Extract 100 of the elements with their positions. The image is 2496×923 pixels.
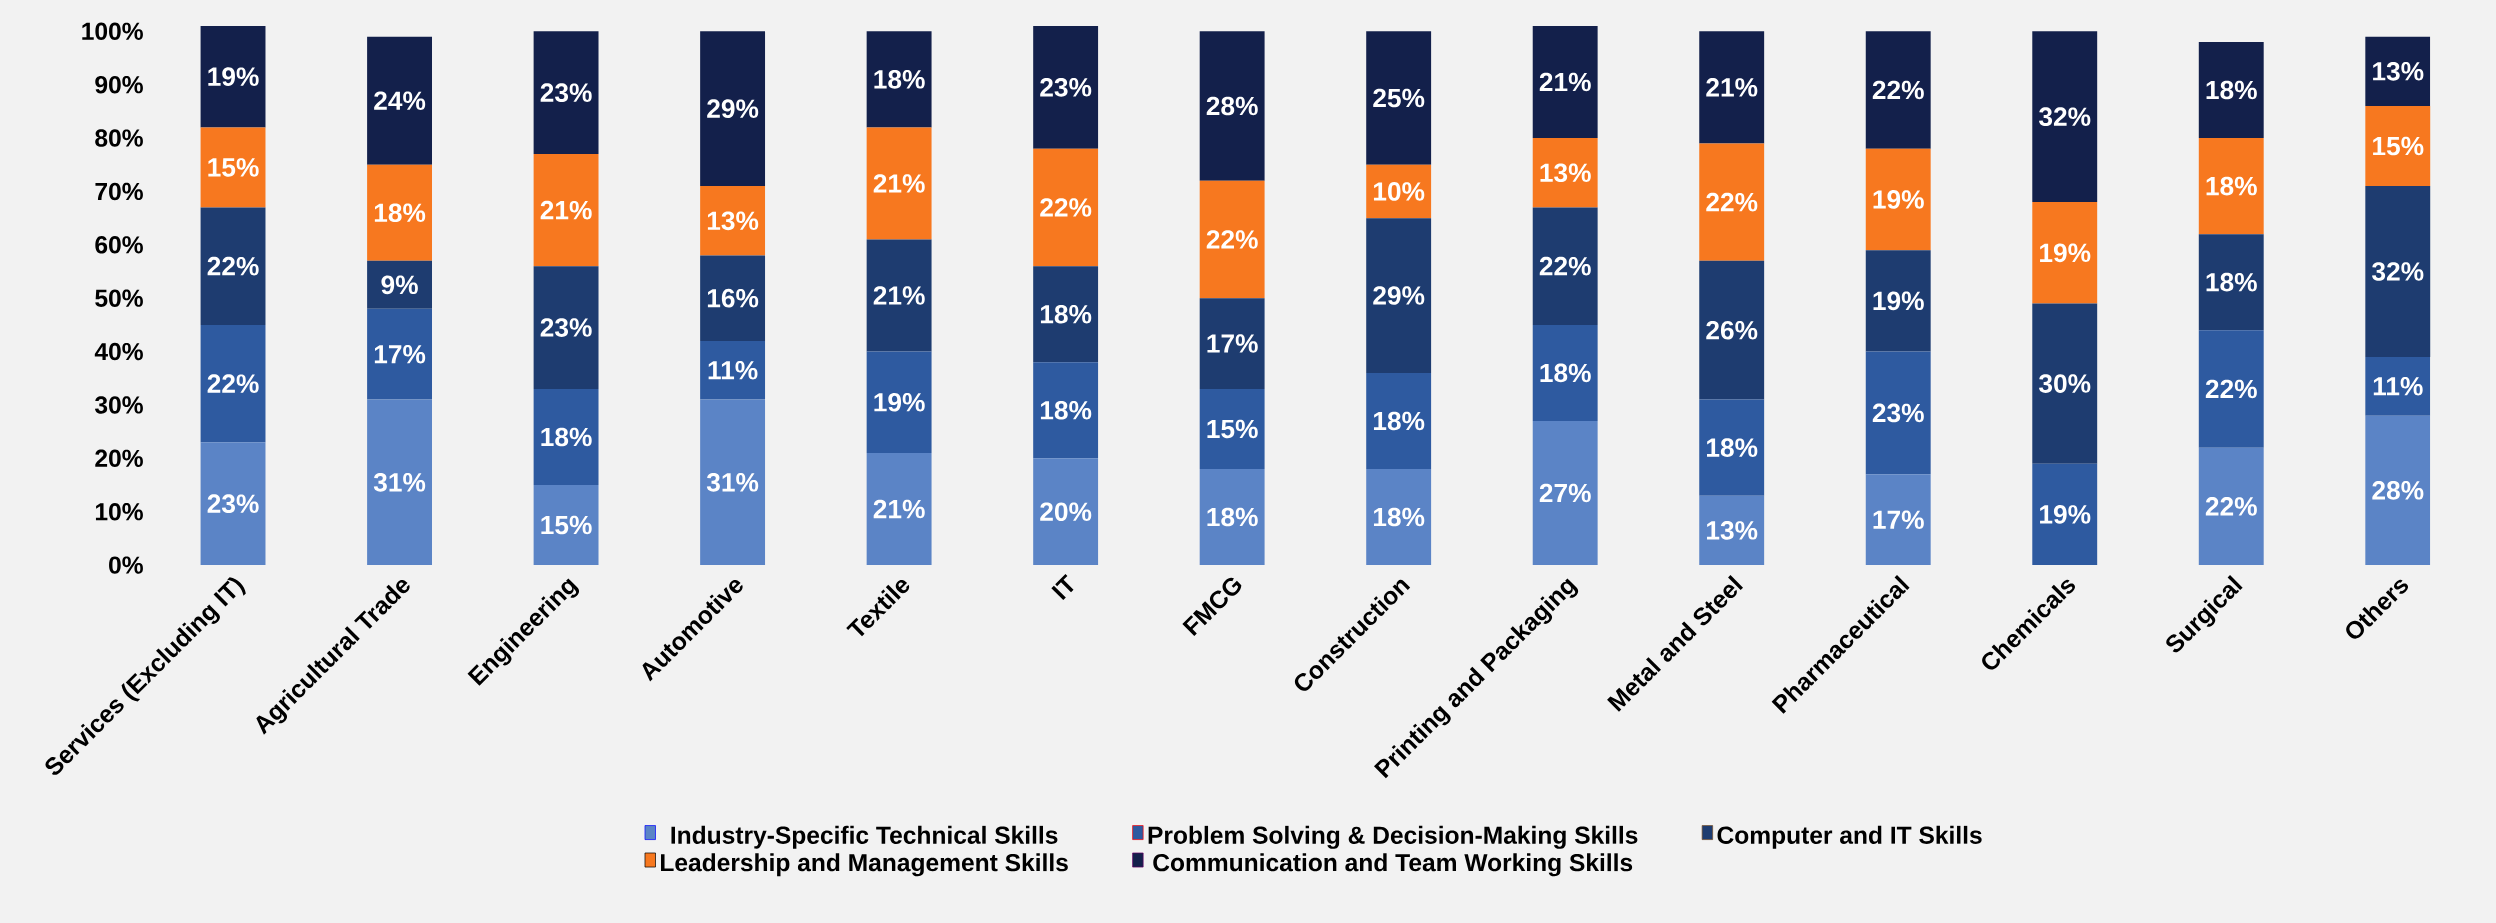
bar xyxy=(2032,463,2098,566)
data-label: 31% xyxy=(373,473,426,492)
data-label: 32% xyxy=(2372,262,2424,281)
bar xyxy=(200,442,266,566)
bar xyxy=(1199,469,1265,566)
bar xyxy=(1865,474,1931,566)
data-label: 11% xyxy=(2373,377,2423,396)
y-tick-label: 40% xyxy=(94,342,143,361)
data-label: 19% xyxy=(2040,243,2091,263)
bar xyxy=(367,36,432,165)
bar xyxy=(200,324,266,443)
data-label: 13% xyxy=(1707,521,1758,540)
bar xyxy=(2198,330,2264,448)
data-label: 15% xyxy=(1207,419,1258,439)
data-label: 22% xyxy=(2205,379,2257,399)
bar xyxy=(533,266,599,389)
data-label: 18% xyxy=(541,427,592,447)
bar xyxy=(1366,218,1432,373)
bar xyxy=(200,127,266,208)
data-label: 18% xyxy=(1707,438,1758,457)
bar xyxy=(700,186,766,256)
bar xyxy=(1865,250,1931,352)
y-tick-label: 10% xyxy=(95,503,143,521)
data-label: 20% xyxy=(1040,502,1092,522)
data-label: 32% xyxy=(2039,107,2091,127)
data-label: 19% xyxy=(1873,291,1924,311)
bar xyxy=(1033,362,1099,459)
y-tick-label: 100% xyxy=(82,22,143,40)
bar xyxy=(1865,31,1931,149)
bar xyxy=(1699,31,1765,144)
data-label: 23% xyxy=(540,318,592,337)
data-label: 21% xyxy=(873,286,925,305)
data-label: 23% xyxy=(540,83,592,103)
data-label: 21% xyxy=(873,499,925,519)
bar xyxy=(1532,138,1598,208)
legend-label: Industry-Specific Technical Skills xyxy=(671,825,1058,849)
bar xyxy=(2198,138,2264,235)
bar xyxy=(700,340,766,400)
data-label: 19% xyxy=(208,67,259,86)
bar xyxy=(1199,298,1265,389)
data-label: 15% xyxy=(2373,136,2424,156)
data-label: 18% xyxy=(1207,507,1258,527)
bar xyxy=(200,207,266,325)
data-label: 19% xyxy=(874,392,925,412)
data-label: 9% xyxy=(381,275,418,295)
bar xyxy=(1366,372,1432,470)
bar xyxy=(2365,106,2431,187)
data-label: 25% xyxy=(1373,88,1425,108)
data-label: 18% xyxy=(1040,304,1092,324)
bar xyxy=(367,308,432,400)
data-label: 15% xyxy=(208,158,259,177)
data-label: 22% xyxy=(1706,192,1758,212)
bar xyxy=(367,164,432,261)
data-label: 17% xyxy=(1207,334,1258,353)
data-label: 22% xyxy=(1040,198,1092,217)
bar xyxy=(1532,207,1598,325)
bar xyxy=(2032,303,2098,464)
y-tick-label: 30% xyxy=(94,396,143,414)
bar xyxy=(2198,41,2264,139)
bar xyxy=(2198,234,2264,331)
data-label: 19% xyxy=(1873,190,1924,209)
bar xyxy=(700,399,766,566)
data-label: 23% xyxy=(1040,78,1092,97)
data-label: 13% xyxy=(2373,61,2424,81)
bar xyxy=(1033,148,1099,267)
bar xyxy=(866,127,932,240)
data-label: 29% xyxy=(707,99,759,118)
data-label: 15% xyxy=(541,515,592,535)
data-label: 10% xyxy=(1373,182,1425,201)
bar xyxy=(1366,469,1432,566)
bar xyxy=(367,260,432,309)
bar xyxy=(1532,324,1598,421)
bar xyxy=(367,399,432,566)
bar xyxy=(2365,356,2431,416)
bar xyxy=(866,239,932,352)
bar xyxy=(1699,495,1765,566)
bar xyxy=(866,31,932,128)
bar xyxy=(1033,266,1099,363)
bar xyxy=(1033,458,1099,566)
data-label: 22% xyxy=(207,256,259,276)
bar xyxy=(1366,31,1432,165)
data-label: 22% xyxy=(207,374,259,393)
bar xyxy=(866,351,932,453)
bar xyxy=(1532,420,1598,566)
y-tick-label: 60% xyxy=(95,236,143,254)
legend-label: Leadership and Management Skills xyxy=(661,853,1068,877)
bar xyxy=(1699,260,1765,400)
data-label: 18% xyxy=(1373,411,1425,431)
bar xyxy=(1532,25,1598,139)
data-label: 30% xyxy=(2039,374,2091,393)
bar xyxy=(533,388,599,486)
data-label: 31% xyxy=(706,473,759,492)
data-label: 16% xyxy=(707,288,759,308)
data-label: 18% xyxy=(2206,272,2257,292)
y-tick-label: 0% xyxy=(109,556,143,574)
data-label: 21% xyxy=(540,200,592,220)
bar xyxy=(700,31,766,187)
bar xyxy=(1865,148,1931,251)
bar xyxy=(1199,388,1265,470)
data-label: 22% xyxy=(1206,230,1258,249)
